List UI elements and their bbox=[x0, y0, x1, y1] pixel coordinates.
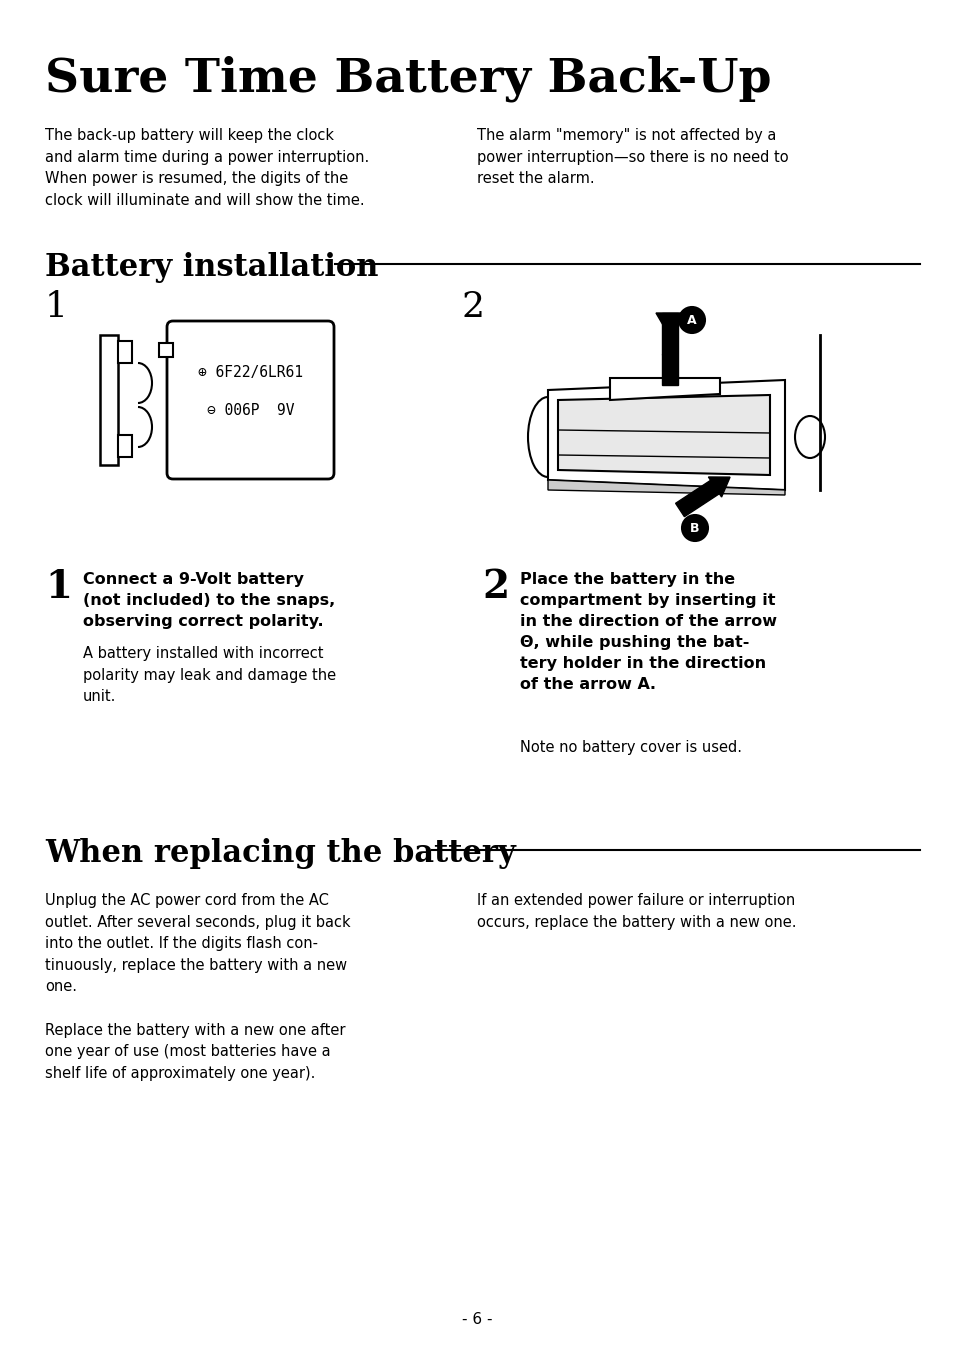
Text: 2: 2 bbox=[481, 568, 509, 606]
Circle shape bbox=[679, 308, 704, 333]
Polygon shape bbox=[547, 380, 784, 490]
Text: Unplug the AC power cord from the AC
outlet. After several seconds, plug it back: Unplug the AC power cord from the AC out… bbox=[45, 893, 351, 1081]
Text: Note no battery cover is used.: Note no battery cover is used. bbox=[519, 741, 741, 755]
Text: ⊕ 6F22/6LR61: ⊕ 6F22/6LR61 bbox=[198, 366, 303, 380]
Text: The back-up battery will keep the clock
and alarm time during a power interrupti: The back-up battery will keep the clock … bbox=[45, 128, 369, 208]
Text: 1: 1 bbox=[45, 568, 71, 606]
Bar bbox=[100, 335, 118, 465]
Text: 1: 1 bbox=[45, 290, 68, 324]
Circle shape bbox=[681, 515, 707, 541]
Text: - 6 -: - 6 - bbox=[461, 1313, 492, 1327]
Text: Place the battery in the
compartment by inserting it
in the direction of the arr: Place the battery in the compartment by … bbox=[519, 572, 776, 692]
Text: If an extended power failure or interruption
occurs, replace the battery with a : If an extended power failure or interrup… bbox=[476, 893, 796, 929]
Text: Connect a 9-Volt battery
(not included) to the snaps,
observing correct polarity: Connect a 9-Volt battery (not included) … bbox=[83, 572, 335, 629]
Text: When replacing the battery: When replacing the battery bbox=[45, 838, 516, 869]
Polygon shape bbox=[547, 480, 784, 495]
Text: A battery installed with incorrect
polarity may leak and damage the
unit.: A battery installed with incorrect polar… bbox=[83, 646, 335, 704]
Text: The alarm "memory" is not affected by a
power interruption—so there is no need t: The alarm "memory" is not affected by a … bbox=[476, 128, 788, 186]
Polygon shape bbox=[656, 313, 683, 337]
Polygon shape bbox=[558, 395, 769, 475]
Polygon shape bbox=[708, 478, 729, 496]
Bar bbox=[118, 434, 132, 457]
Text: Battery installation: Battery installation bbox=[45, 252, 378, 283]
Ellipse shape bbox=[794, 415, 824, 459]
Polygon shape bbox=[609, 378, 720, 401]
Bar bbox=[159, 343, 172, 357]
Polygon shape bbox=[661, 313, 678, 384]
Text: 2: 2 bbox=[461, 290, 484, 324]
Text: A: A bbox=[686, 313, 696, 326]
Polygon shape bbox=[675, 480, 719, 517]
FancyBboxPatch shape bbox=[167, 321, 334, 479]
Text: Sure Time Battery Back-Up: Sure Time Battery Back-Up bbox=[45, 55, 771, 101]
Bar bbox=[118, 341, 132, 363]
Text: ⊖ 006P  9V: ⊖ 006P 9V bbox=[207, 403, 294, 418]
Text: B: B bbox=[690, 522, 699, 534]
